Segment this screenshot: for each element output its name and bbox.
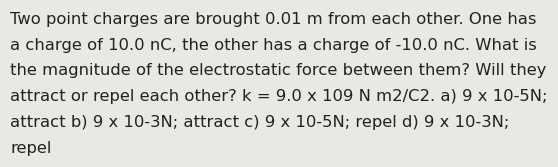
Text: the magnitude of the electrostatic force between them? Will they: the magnitude of the electrostatic force… (10, 63, 546, 78)
Text: Two point charges are brought 0.01 m from each other. One has: Two point charges are brought 0.01 m fro… (10, 12, 537, 27)
Text: attract or repel each other? k = 9.0 x 109 N m2/C2. a) 9 x 10-5N;: attract or repel each other? k = 9.0 x 1… (10, 89, 547, 104)
Text: repel: repel (10, 141, 51, 156)
Text: attract b) 9 x 10-3N; attract c) 9 x 10-5N; repel d) 9 x 10-3N;: attract b) 9 x 10-3N; attract c) 9 x 10-… (10, 115, 509, 130)
Text: a charge of 10.0 nC, the other has a charge of -10.0 nC. What is: a charge of 10.0 nC, the other has a cha… (10, 38, 537, 53)
